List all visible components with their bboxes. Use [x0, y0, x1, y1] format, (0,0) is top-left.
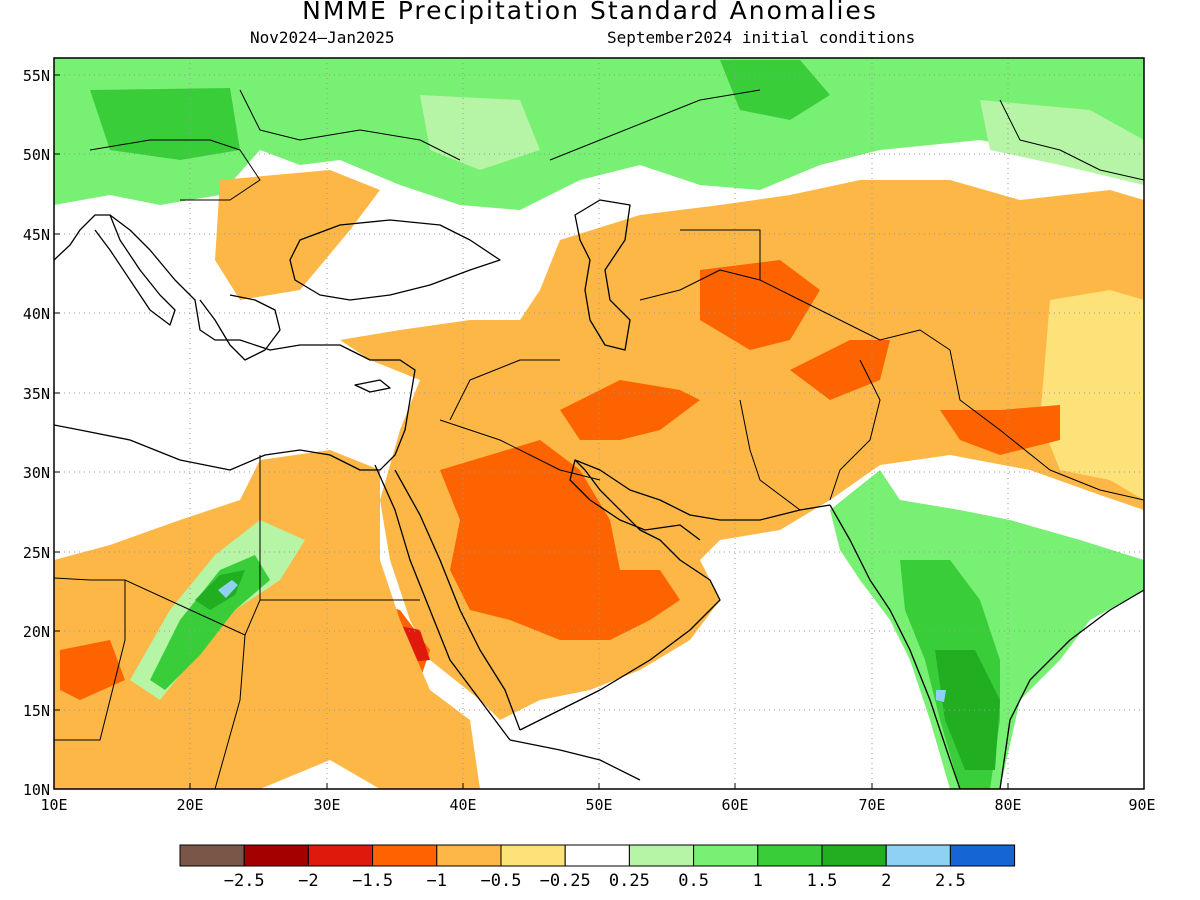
- map-gridlines: [54, 58, 1144, 789]
- colorbar-labels: −2.5 −2 −1.5 −1 −0.5 −0.25 0.25 0.5 1 1.…: [224, 871, 966, 891]
- wet-region-north-weak: [420, 95, 540, 170]
- lon-label: 70E: [858, 796, 885, 814]
- tick-marks: [54, 74, 1009, 789]
- colorbar-label: 2.5: [935, 871, 966, 891]
- dry-region-africa: [54, 450, 480, 789]
- lat-label: 25N: [23, 544, 50, 562]
- lon-label: 60E: [721, 796, 748, 814]
- very-wet-sahel: [218, 580, 238, 598]
- colorbar-label: 0.5: [678, 871, 709, 891]
- lat-label: 10N: [23, 781, 50, 799]
- colorbar-swatch: [179, 844, 245, 867]
- initial-conditions-label: September2024 initial conditions: [607, 28, 916, 47]
- very-wet-india: [936, 690, 946, 702]
- lat-label: 50N: [23, 146, 50, 164]
- colorbar-swatch: [757, 844, 823, 867]
- colorbar-label: −2: [298, 871, 318, 891]
- colorbar-swatch: [949, 844, 1016, 867]
- colorbar-swatch: [564, 844, 630, 867]
- colorbar-label: −1.5: [352, 871, 393, 891]
- dry-region-africa-strong: [60, 640, 125, 700]
- colorbar-swatch: [821, 844, 887, 867]
- coastlines-and-borders: [54, 89, 1144, 789]
- colorbar-swatch: [628, 844, 695, 867]
- dry-region-strong-pakistan: [790, 340, 890, 400]
- lat-label: 55N: [23, 67, 50, 85]
- colorbar-swatch: [307, 844, 374, 867]
- lat-label: 45N: [23, 226, 50, 244]
- lon-label: 80E: [994, 796, 1021, 814]
- colorbar-swatch: [693, 844, 759, 867]
- lon-label: 30E: [313, 796, 340, 814]
- colorbar-label: 0.25: [609, 871, 650, 891]
- colorbar-swatch: [500, 844, 566, 867]
- lon-label: 40E: [449, 796, 476, 814]
- lat-label: 15N: [23, 702, 50, 720]
- lon-label: 10E: [40, 796, 67, 814]
- lon-label: 50E: [585, 796, 612, 814]
- forecast-period: Nov2024–Jan2025: [250, 28, 395, 47]
- colorbar-label: −1: [427, 871, 447, 891]
- colorbar-label: 1.5: [807, 871, 838, 891]
- colorbar-label: 2: [881, 871, 891, 891]
- dry-region-strong-iran: [560, 380, 700, 440]
- lat-label: 40N: [23, 305, 50, 323]
- lon-label: 20E: [176, 796, 203, 814]
- colorbar-swatch: [243, 844, 309, 867]
- dry-region-weak-east: [1040, 290, 1144, 500]
- wet-region-north-strong-2: [720, 60, 830, 120]
- colorbar-label: −0.25: [540, 871, 591, 891]
- wet-region-india-peak: [935, 650, 1000, 770]
- lat-label: 30N: [23, 464, 50, 482]
- colorbar: [179, 844, 1016, 867]
- wet-region-north-strong: [90, 88, 240, 160]
- dry-region-strong-afghan: [700, 260, 820, 350]
- colorbar-swatch: [885, 844, 951, 867]
- colorbar-label: −0.5: [481, 871, 522, 891]
- wet-region-north-weak-2: [980, 100, 1144, 185]
- colorbar-swatch: [372, 844, 438, 867]
- longitude-labels: 10E 20E 30E 40E 50E 60E 70E 80E 90E: [40, 796, 1155, 814]
- lat-label: 35N: [23, 385, 50, 403]
- latitude-labels: 10N 15N 20N 25N 30N 35N 40N 45N 50N 55N: [23, 67, 50, 799]
- map-title: NMME Precipitation Standard Anomalies: [302, 0, 878, 25]
- lat-label: 20N: [23, 623, 50, 641]
- colorbar-label: −2.5: [224, 871, 265, 891]
- colorbar-label: 1: [753, 871, 763, 891]
- dry-region-strong-arabia: [440, 440, 680, 640]
- anomaly-shading: [54, 58, 1144, 789]
- colorbar-swatch: [436, 844, 502, 867]
- dry-region-central: [215, 170, 380, 300]
- wet-region-sahel-strong: [150, 555, 270, 690]
- lon-label: 90E: [1128, 796, 1155, 814]
